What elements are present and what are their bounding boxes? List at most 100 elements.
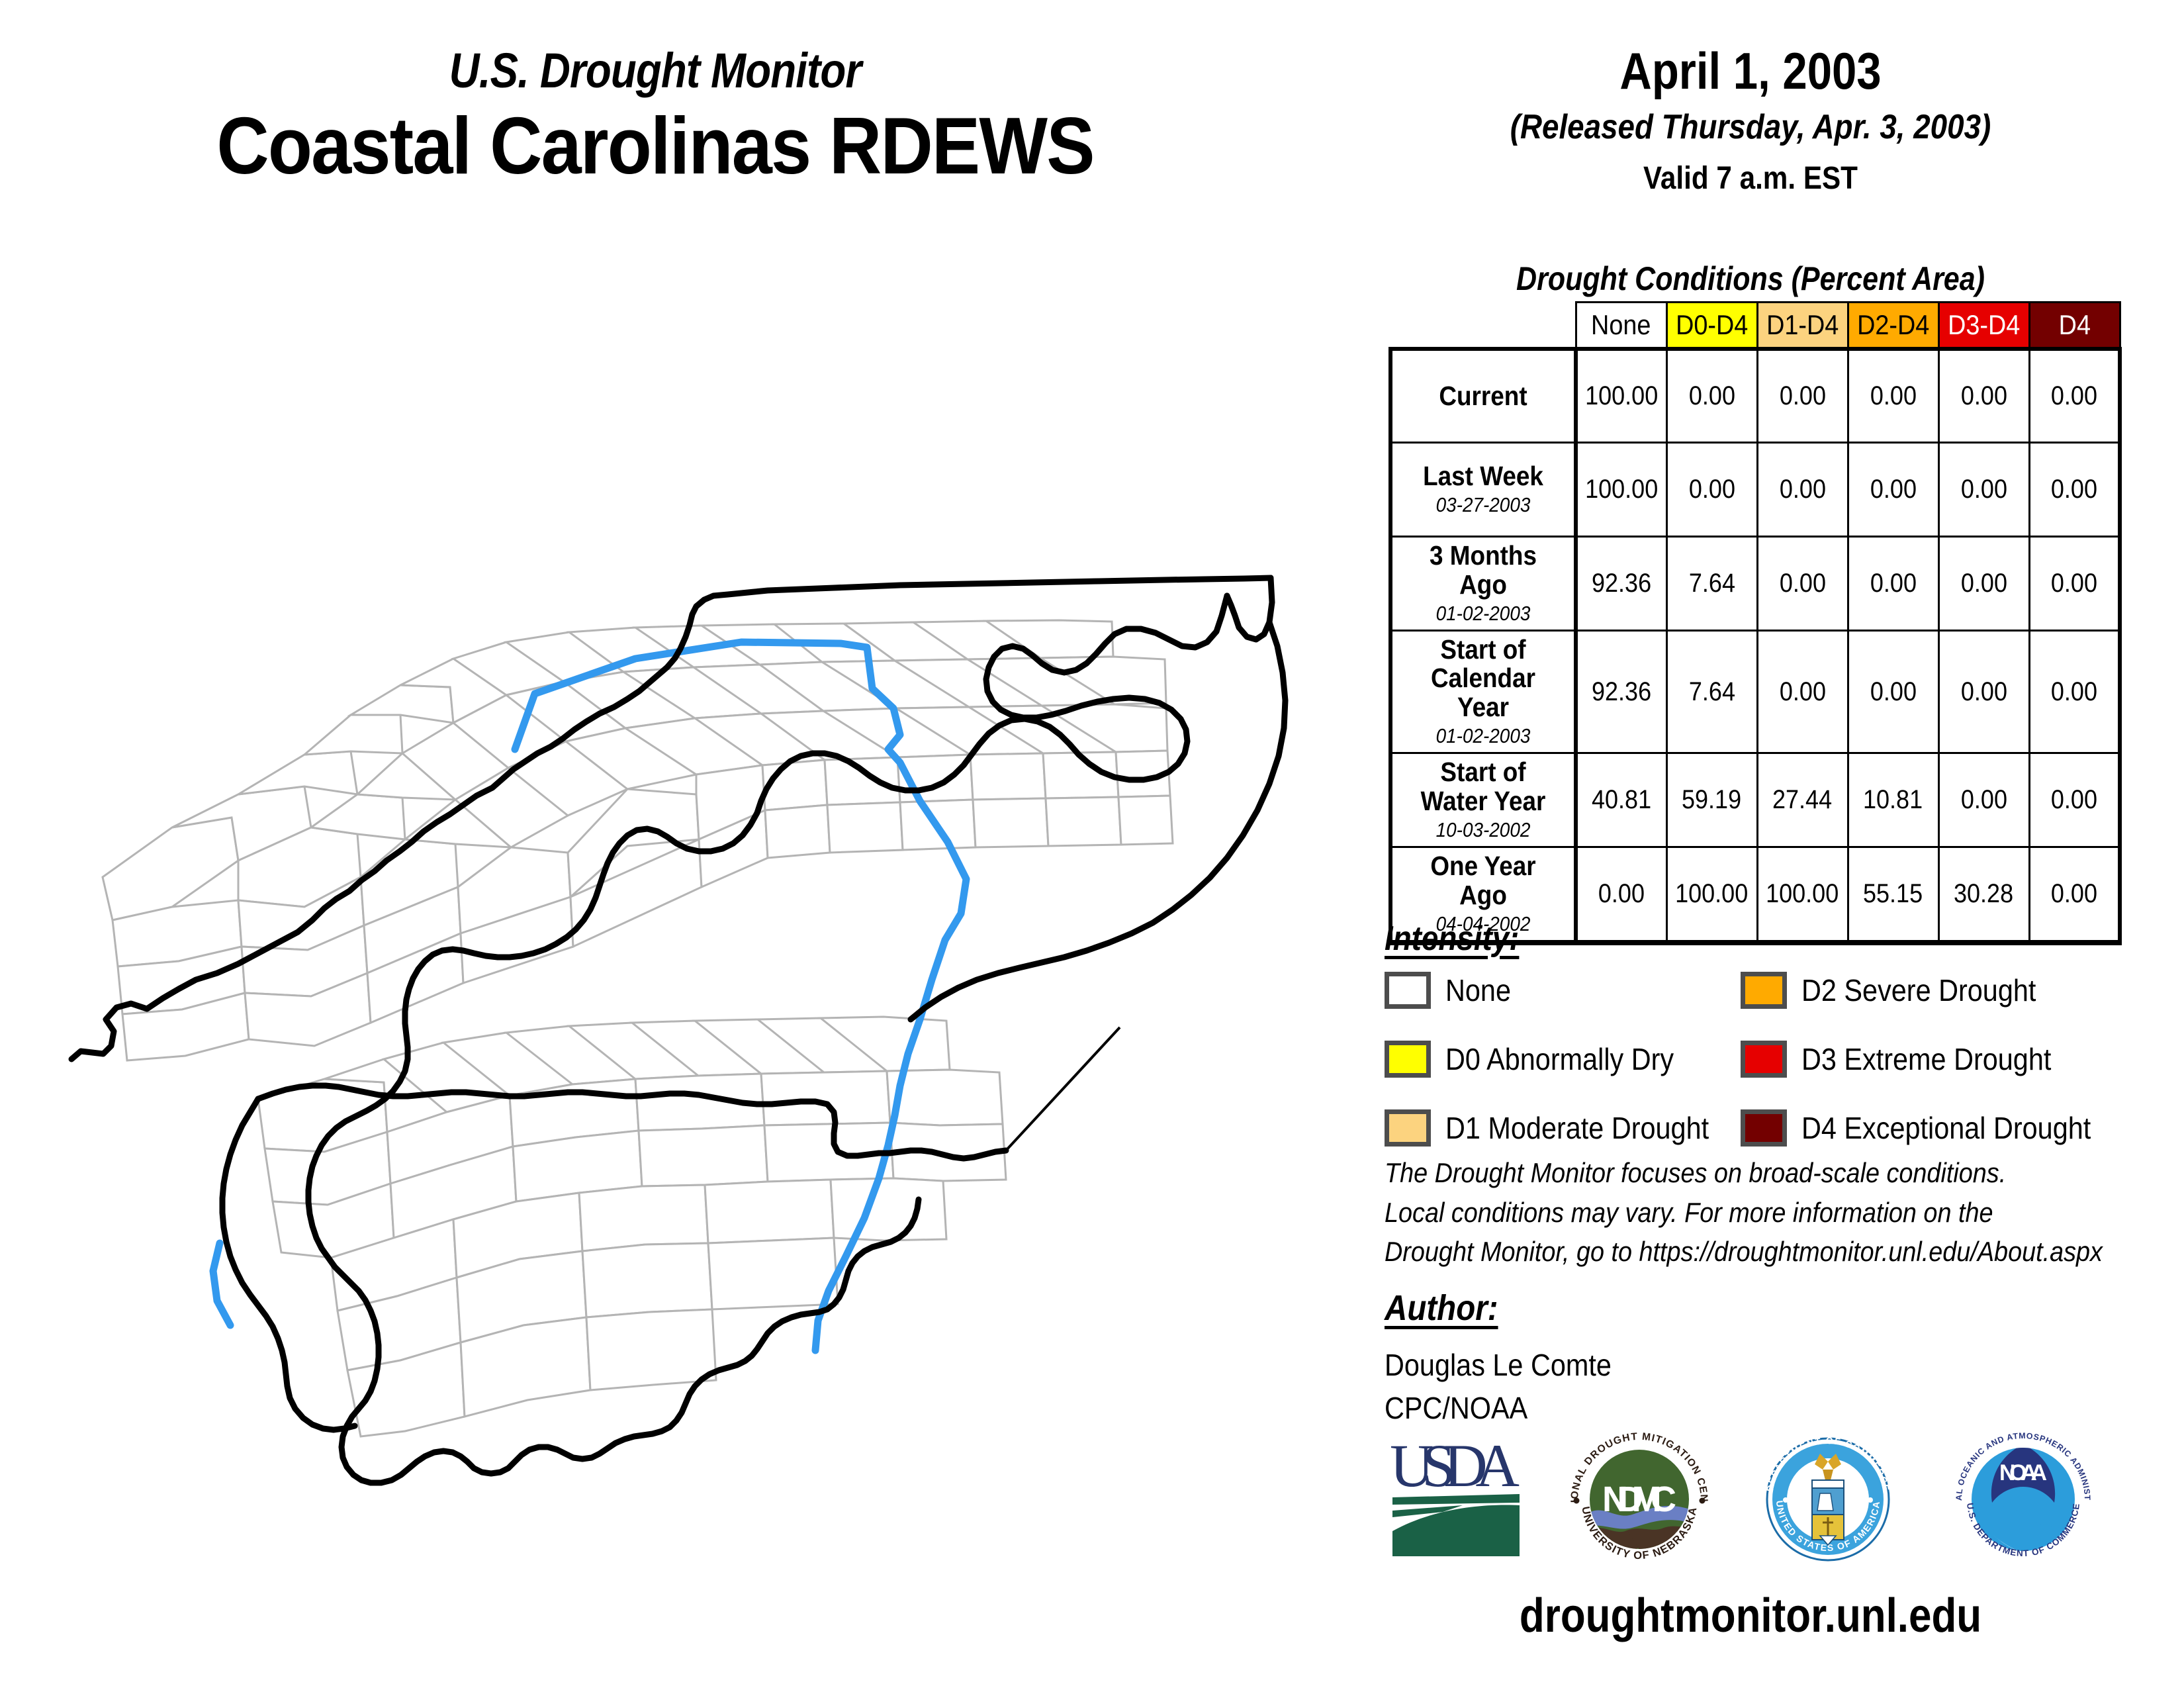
cell-d4: 0.00 (2028, 442, 2122, 538)
cell-d0-d4: 7.64 (1665, 536, 1758, 632)
table-body: Current 100.00 0.00 0.00 0.00 0.00 0.00 Last We… (1388, 346, 2122, 946)
usda-logo: USDA (1383, 1423, 1529, 1579)
drought-conditions-table: None D0-D4 D1-D4 D2-D4 D3-D4 D4 Current 100.00… (1388, 301, 2122, 946)
map-river-layer (209, 638, 970, 1354)
author-affiliation: CPC/NOAA (1385, 1391, 1528, 1426)
cell-d0-d4: 100.00 (1665, 846, 1758, 946)
author-block: Douglas Le Comte CPC/NOAA (1385, 1344, 1612, 1430)
map-thin-divider (826, 1026, 1121, 1152)
cell-d4: 0.00 (2028, 752, 2122, 849)
row-label: Start of Water Year 10-03-2002 (1388, 752, 1578, 849)
table-caption: Drought Conditions (Percent Area) (1516, 260, 1985, 297)
svg-text:NOAA: NOAA (1999, 1460, 2047, 1485)
cell-none: 0.00 (1574, 846, 1668, 946)
doc-seal-logo: DEPARTMENT OF COMMERCE UNITED STATES OF … (1754, 1423, 1903, 1579)
row-label: One Year Ago 04-04-2002 (1388, 846, 1578, 946)
legend-swatch (1741, 972, 1787, 1009)
legend-swatch (1385, 1109, 1431, 1147)
legend-label: D3 Extreme Drought (1801, 1042, 2052, 1076)
cell-none: 100.00 (1574, 442, 1668, 538)
doc-seal-graphic: DEPARTMENT OF COMMERCE UNITED STATES OF … (1764, 1435, 1891, 1562)
row-label-date: 01-02-2003 (1435, 724, 1531, 748)
legend-item-none: None (1385, 972, 1518, 1009)
cell-d3-d4: 0.00 (1937, 629, 2030, 755)
row-label-text: One Year Ago (1430, 851, 1536, 910)
row-label-text: Start of Calendar Year (1431, 634, 1535, 722)
cell-d0-d4: 7.64 (1665, 629, 1758, 755)
cell-d0-d4: 0.00 (1665, 442, 1758, 538)
row-label-date: 04-04-2002 (1435, 912, 1531, 936)
intensity-label: Intensity: (1385, 919, 1520, 958)
legend-item-d0-abnormally-dry: D0 Abnormally Dry (1385, 1041, 1699, 1078)
table-row: Current 100.00 0.00 0.00 0.00 0.00 0.00 (1388, 346, 2122, 444)
column-header-d0-d4: D0-D4 (1665, 301, 1758, 350)
row-label-date: 10-03-2002 (1435, 818, 1531, 842)
column-header-none: None (1574, 301, 1668, 350)
legend-label: D4 Exceptional Drought (1801, 1111, 2091, 1145)
table-row: 3 Months Ago 01-02-2003 92.36 7.64 0.00 0.00 0… (1388, 536, 2122, 632)
page-supertitle: U.S. Drought Monitor (449, 43, 862, 98)
cell-d4: 0.00 (2028, 536, 2122, 632)
map-graphic (68, 575, 1289, 1486)
legend-swatch (1385, 1041, 1431, 1078)
cell-d4: 0.00 (2028, 346, 2122, 444)
row-label-text: Current (1439, 380, 1527, 411)
table-row: Last Week 03-27-2003 100.00 0.00 0.00 0.00 0.0… (1388, 442, 2122, 538)
disclaimer-line-3: Drought Monitor, go to https://droughtmo… (1385, 1236, 2103, 1268)
row-label-text: Start of Water Year (1420, 757, 1546, 816)
column-header-d3-d4: D3-D4 (1937, 301, 2030, 350)
page-title: Coastal Carolinas RDEWS (216, 101, 1095, 191)
usda-logo-graphic: USDA (1390, 1432, 1520, 1556)
legend-swatch (1741, 1041, 1787, 1078)
legend-item-d2-severe-drought: D2 Severe Drought (1741, 972, 2062, 1009)
author-label: Author: (1385, 1288, 1498, 1328)
column-header-d1-d4: D1-D4 (1756, 301, 1849, 350)
row-label-date: 01-02-2003 (1435, 601, 1531, 625)
cell-d2-d4: 55.15 (1846, 846, 1940, 946)
row-label-date: 03-27-2003 (1435, 493, 1531, 517)
cell-d3-d4: 0.00 (1937, 346, 2030, 444)
cell-d4: 0.00 (2028, 629, 2122, 755)
noaa-logo: NOAA NATIONAL OCEANIC AND ATMOSPHERIC AD… (1944, 1416, 2099, 1579)
legend-label: D0 Abnormally Dry (1445, 1042, 1674, 1076)
table-row: One Year Ago 04-04-2002 0.00 100.00 100.00 55… (1388, 846, 2122, 946)
column-header-d2-d4: D2-D4 (1846, 301, 1940, 350)
row-label: Start of Calendar Year 01-02-2003 (1388, 629, 1578, 755)
author-name: Douglas Le Comte (1385, 1348, 1612, 1382)
ndmc-logo-graphic: NDMC NATIONAL DROUGHT MITIGATION CENTER … (1559, 1415, 1709, 1562)
cell-none: 92.36 (1574, 629, 1668, 755)
cell-none: 92.36 (1574, 536, 1668, 632)
cell-d3-d4: 0.00 (1937, 536, 2030, 632)
row-label: 3 Months Ago 01-02-2003 (1388, 536, 1578, 632)
cell-d2-d4: 0.00 (1846, 629, 1940, 755)
disclaimer-line-2: Local conditions may vary. For more info… (1385, 1196, 1993, 1228)
noaa-logo-graphic: NOAA NATIONAL OCEANIC AND ATMOSPHERIC AD… (1944, 1416, 2092, 1558)
cell-d1-d4: 100.00 (1756, 846, 1849, 946)
cell-d2-d4: 0.00 (1846, 442, 1940, 538)
coastal-carolinas-map (40, 516, 1337, 1549)
row-label-text: Last Week (1423, 460, 1543, 491)
cell-d3-d4: 30.28 (1937, 846, 2030, 946)
cell-d2-d4: 10.81 (1846, 752, 1940, 849)
cell-d0-d4: 59.19 (1665, 752, 1758, 849)
site-url: droughtmonitor.unl.edu (1519, 1589, 1982, 1642)
map-county-layer (101, 619, 1174, 1438)
title-block: U.S. Drought Monitor Coastal Carolinas R… (0, 46, 1310, 189)
cell-d4: 0.00 (2028, 846, 2122, 946)
row-label: Last Week 03-27-2003 (1388, 442, 1578, 538)
cell-d2-d4: 0.00 (1846, 346, 1940, 444)
table-header-row: None D0-D4 D1-D4 D2-D4 D3-D4 D4 (1390, 301, 2121, 351)
legend-swatch (1385, 972, 1431, 1009)
valid-date: April 1, 2003 (1619, 42, 1882, 100)
legend-swatch (1741, 1109, 1787, 1147)
cell-d1-d4: 0.00 (1756, 536, 1849, 632)
cell-none: 40.81 (1574, 752, 1668, 849)
column-header-d4: D4 (2028, 301, 2121, 350)
disclaimer-line-1: The Drought Monitor focuses on broad-sca… (1385, 1157, 2007, 1188)
row-label-text: 3 Months Ago (1430, 540, 1537, 600)
row-label: Current (1388, 346, 1578, 444)
map-state-border-layer (68, 575, 1289, 1486)
legend-label: D1 Moderate Drought (1445, 1111, 1709, 1145)
cell-d2-d4: 0.00 (1846, 536, 1940, 632)
legend-item-d4-exceptional-drought: D4 Exceptional Drought (1741, 1109, 2123, 1147)
